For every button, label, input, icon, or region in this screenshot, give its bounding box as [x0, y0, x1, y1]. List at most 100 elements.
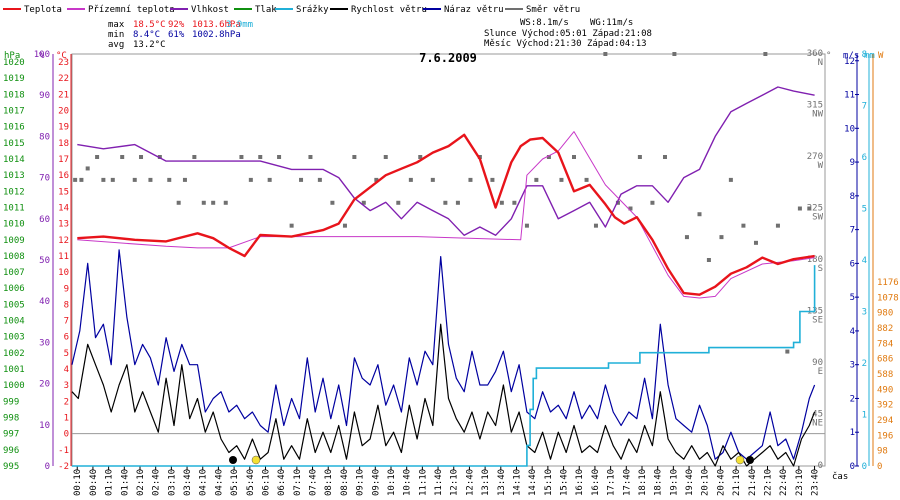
- x-tick-label: 04:10: [199, 469, 209, 496]
- ms-tick-label: 7: [850, 226, 855, 236]
- stats-max-press: 1013.6hPa: [192, 20, 241, 30]
- wind-dir-point: [120, 155, 125, 159]
- wind-dir-point: [719, 235, 724, 240]
- temp-tick-label: 16: [58, 171, 69, 181]
- wind-dir-point: [299, 177, 304, 182]
- w-tick-label: 1176: [877, 278, 899, 288]
- wind-dir-point: [650, 200, 655, 205]
- x-tick-label: 21:40: [748, 469, 758, 496]
- wind-dir-point: [775, 223, 780, 228]
- ms-tick-label: 5: [850, 293, 855, 303]
- x-tick-label: 02:10: [136, 469, 146, 496]
- ms-tick-label: 2: [850, 394, 855, 404]
- x-tick-label: 22:40: [779, 469, 789, 496]
- hpa-tick-label: 996: [3, 446, 19, 456]
- hpa-tick-label: 1019: [3, 74, 25, 84]
- wind-dir-point: [418, 155, 423, 159]
- hpa-tick-label: 1006: [3, 284, 25, 294]
- x-tick-label: 14:10: [512, 469, 522, 496]
- x-tick-label: 11:40: [434, 469, 444, 496]
- temp-tick-label: 6: [64, 333, 69, 343]
- pct-tick-label: 90: [39, 91, 50, 101]
- wind-dir-point: [182, 177, 187, 182]
- x-tick-label: 08:10: [324, 469, 334, 496]
- w-tick-label: 98: [877, 447, 888, 457]
- axis-title-time: čas: [832, 471, 848, 482]
- ms-tick-label: 12: [844, 57, 855, 67]
- wind-dir-point: [110, 177, 115, 182]
- mm-tick-label: 1: [862, 411, 867, 421]
- pct-tick-label: 40: [39, 297, 50, 307]
- temp-tick-label: 0: [64, 430, 69, 440]
- dir-tick-name: NE: [812, 419, 823, 429]
- temp-tick-label: 15: [58, 187, 69, 197]
- wind-dir-point: [374, 177, 379, 182]
- hpa-tick-label: 1015: [3, 139, 25, 149]
- dir-tick-degrees: 225: [807, 204, 823, 214]
- w-tick-label: 490: [877, 385, 893, 395]
- x-tick-label: 04:40: [214, 469, 224, 496]
- hpa-tick-label: 997: [3, 430, 19, 440]
- dir-tick-name: SW: [812, 213, 823, 223]
- x-tick-label: 09:40: [371, 469, 381, 496]
- x-tick-label: 12:10: [450, 469, 460, 496]
- temp-tick-label: 17: [58, 155, 69, 165]
- temp-tick-label: 11: [58, 252, 69, 262]
- pct-tick-label: 70: [39, 174, 50, 184]
- stats-max-rain: 3.9mm: [226, 20, 253, 30]
- dir-tick-name: SE: [812, 316, 823, 326]
- mm-tick-label: 7: [862, 102, 867, 112]
- pct-tick-label: 10: [39, 421, 50, 431]
- wind-dir-point: [352, 155, 357, 159]
- wind-dir-point: [258, 155, 263, 159]
- rain-line: [72, 265, 816, 467]
- x-tick-label: 14:40: [528, 469, 538, 496]
- pct-tick-label: 0: [45, 462, 50, 472]
- hpa-tick-label: 1011: [3, 203, 25, 213]
- legend-label-rain: Srážky: [296, 5, 329, 15]
- x-tick-label: 12:40: [465, 469, 475, 496]
- x-tick-label: 21:10: [732, 469, 742, 496]
- wind-dir-point: [192, 155, 197, 159]
- temp-tick-label: 12: [58, 236, 69, 246]
- wind-dir-point: [741, 223, 746, 228]
- wind-dir-point: [85, 166, 90, 171]
- x-tick-label: 07:40: [309, 469, 319, 496]
- hpa-tick-label: 1018: [3, 90, 25, 100]
- wind-dir-point: [637, 155, 642, 159]
- ms-tick-label: 4: [850, 327, 855, 337]
- stats-avg-label: avg: [108, 40, 124, 50]
- wind-dir-point: [662, 155, 667, 159]
- dir-tick-name: E: [818, 367, 823, 377]
- w-tick-label: 0: [877, 462, 882, 472]
- hpa-tick-label: 1020: [3, 58, 25, 68]
- wind-dir-point: [267, 177, 272, 182]
- mm-tick-label: 0: [862, 462, 867, 472]
- wind-dir-point: [807, 206, 812, 211]
- hpa-tick-label: 1008: [3, 252, 25, 262]
- temp-tick-label: 4: [64, 365, 69, 375]
- ms-tick-label: 0: [850, 462, 855, 472]
- moonrise-marker: [746, 456, 754, 464]
- stats-min-press: 1002.8hPa: [192, 30, 241, 40]
- x-tick-label: 18:10: [638, 469, 648, 496]
- dir-tick-degrees: 270: [807, 152, 823, 162]
- stats-avg-temp: 13.2°C: [133, 40, 166, 50]
- pct-tick-label: 30: [39, 338, 50, 348]
- x-tick-label: 23:10: [795, 469, 805, 496]
- x-tick-label: 02:40: [152, 469, 162, 496]
- stats-max-label: max: [108, 20, 125, 30]
- wind-dir-point: [468, 177, 473, 182]
- wind-dir-point: [443, 200, 448, 205]
- wind-dir-point: [763, 52, 768, 56]
- wind-dir-point: [289, 223, 294, 228]
- x-tick-label: 06:40: [277, 469, 287, 496]
- hpa-tick-label: 1000: [3, 381, 25, 391]
- temp-tick-label: 18: [58, 139, 69, 149]
- x-tick-label: 15:10: [544, 469, 554, 496]
- x-tick-label: 08:40: [340, 469, 350, 496]
- legend-label-temperature: Teplota: [24, 5, 62, 15]
- temp-tick-label: 14: [58, 203, 69, 213]
- wind-dir-point: [79, 177, 84, 182]
- wind-dir-point: [317, 177, 322, 182]
